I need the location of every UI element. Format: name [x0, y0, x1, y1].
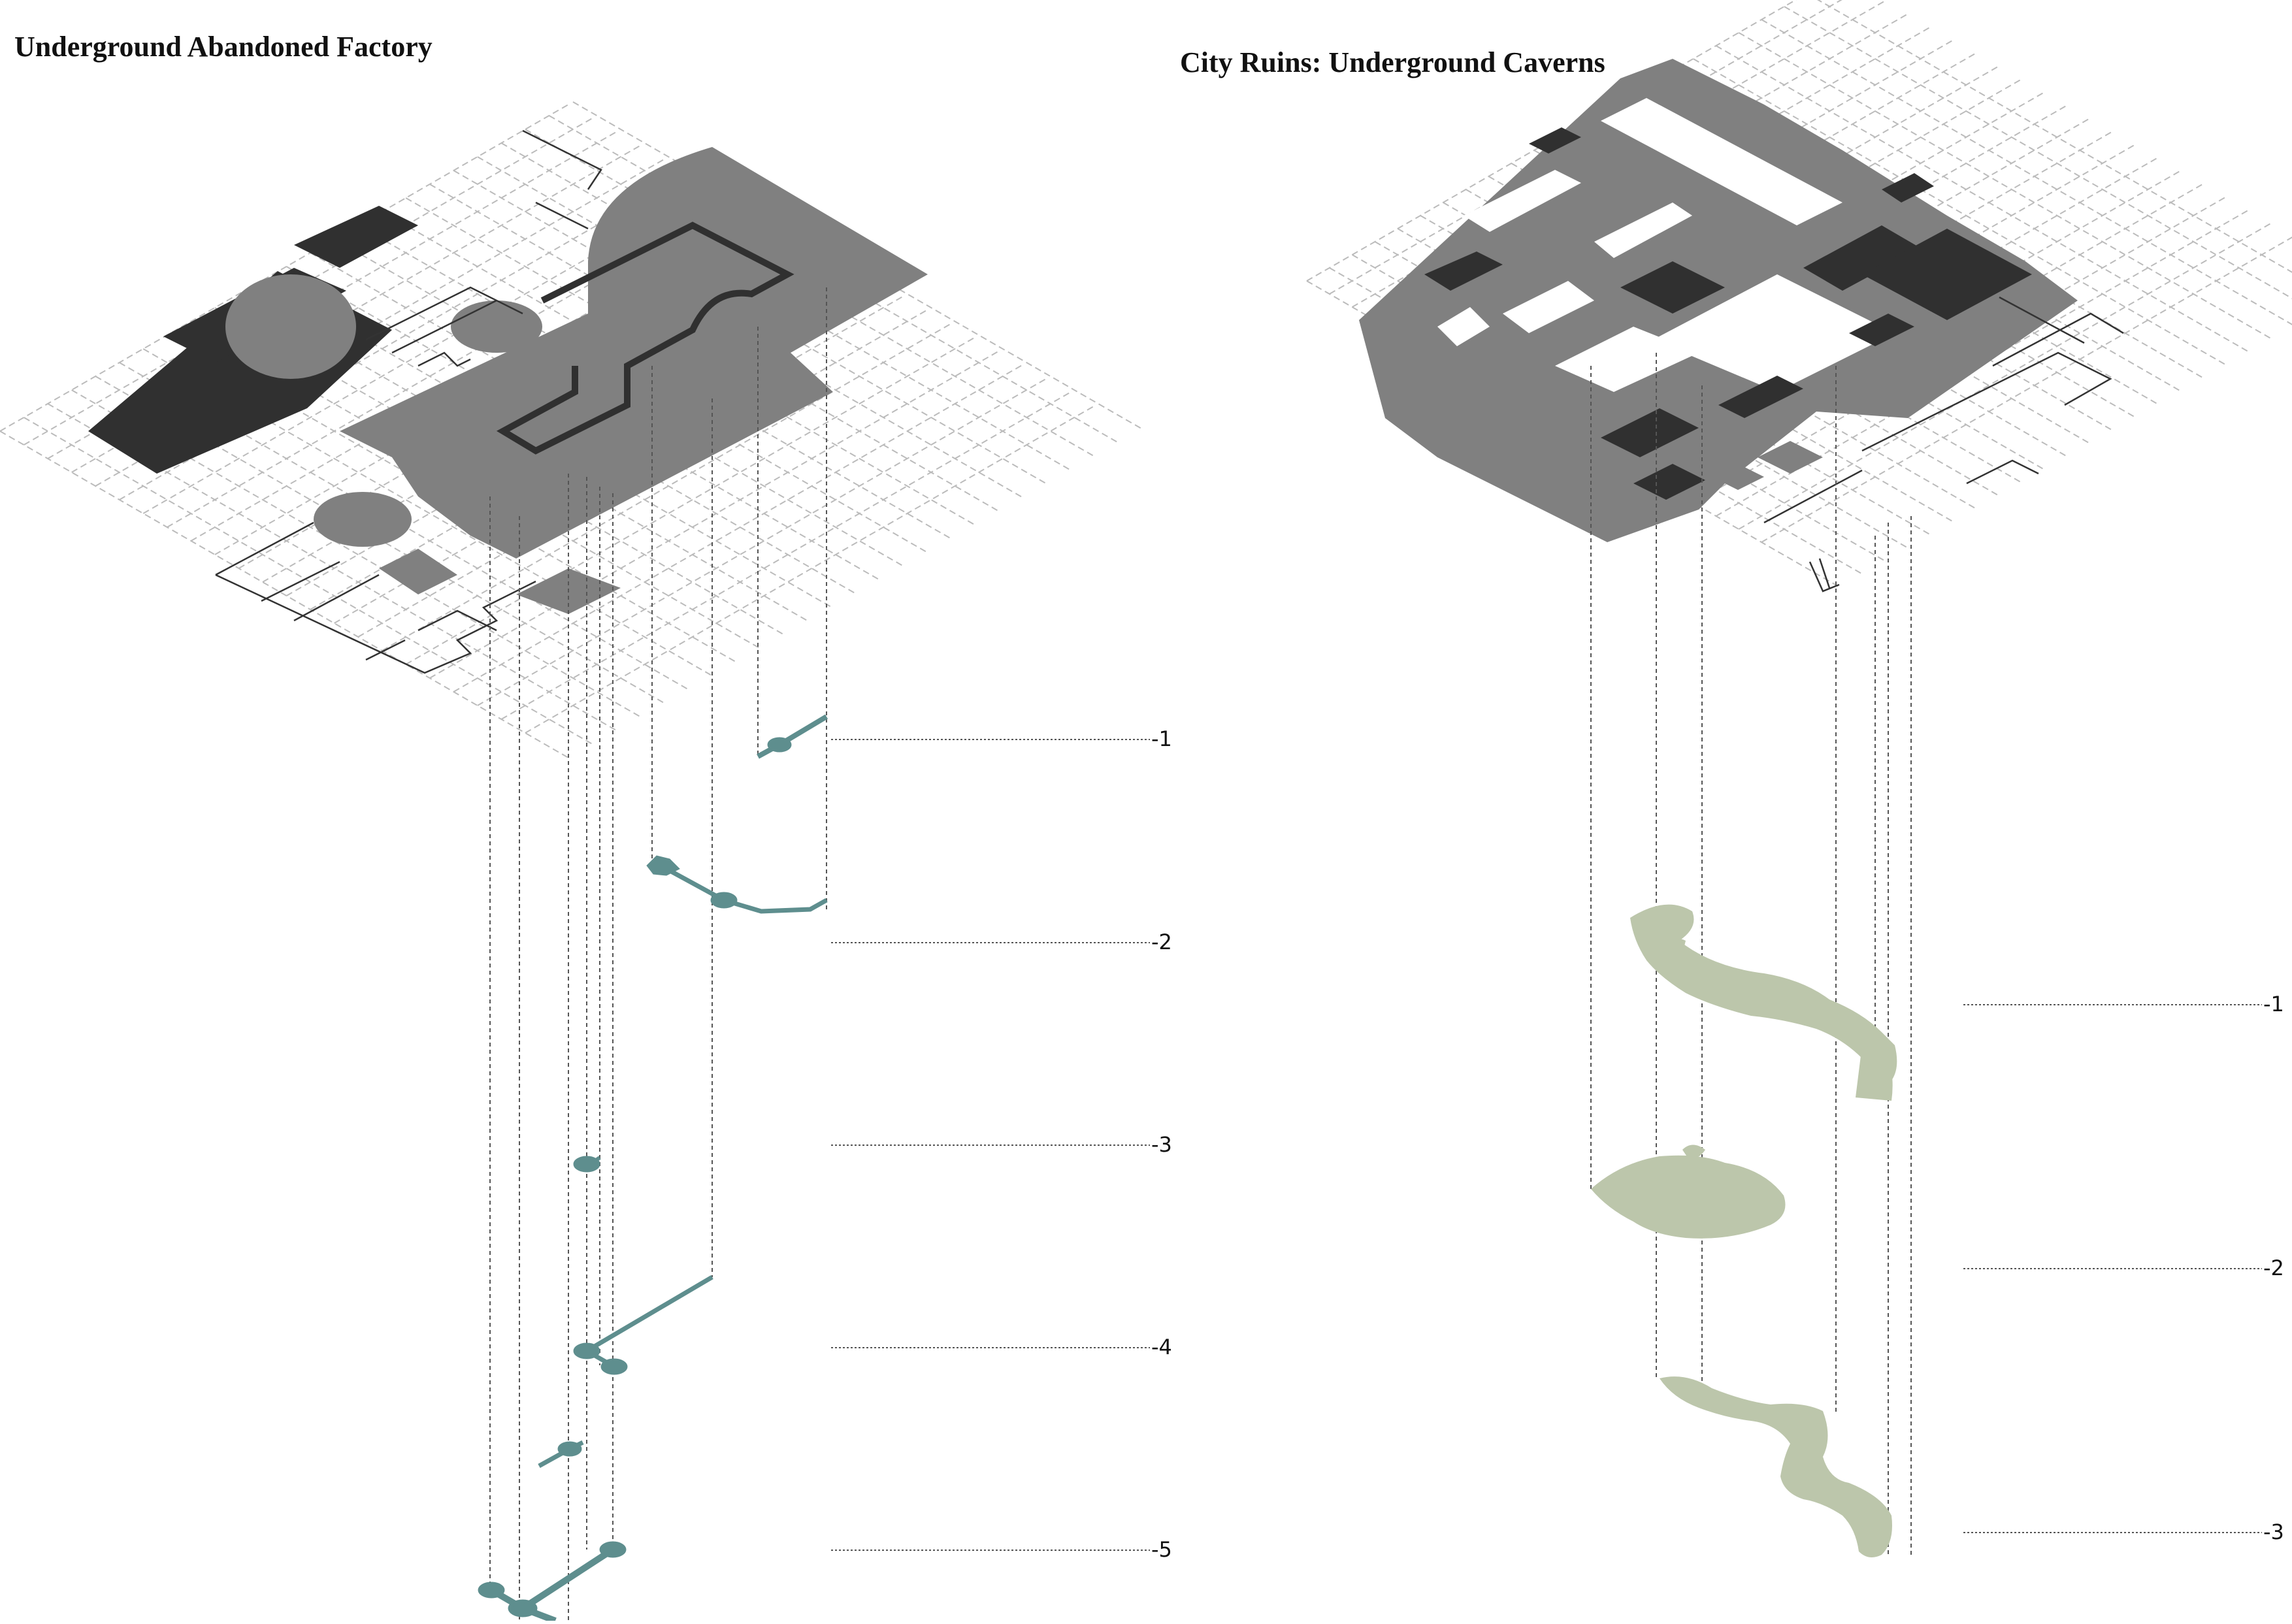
grid-line: [1738, 221, 2274, 530]
factory-plan: [0, 101, 1142, 758]
caverns-outline-plan: [1763, 296, 2124, 524]
factory-tunnels: [478, 714, 828, 1624]
factory-round-hall-west: [225, 274, 356, 379]
grid-line: [1761, 236, 2292, 543]
grid-line: [1715, 45, 2251, 353]
grid-line: [429, 351, 999, 679]
caverns-level-label: -2: [2263, 1256, 2284, 1280]
grid-line: [24, 417, 593, 745]
factory-outline-plan: [215, 521, 536, 674]
caverns-dark-buildings: [1424, 127, 2032, 500]
factory-level-label: -2: [1151, 930, 1172, 954]
cavern-level-3: [1660, 1376, 1892, 1557]
grid-line: [477, 378, 1047, 706]
caverns-title: City Ruins: Underground Caverns: [1180, 46, 1605, 78]
grid-line: [453, 365, 1023, 692]
caverns-streets: [1437, 98, 1895, 392]
grid-line: [1761, 19, 2292, 325]
tunnel-level-5: [478, 1541, 627, 1624]
factory-level-label: -4: [1151, 1335, 1172, 1359]
factory-round-hall-south: [314, 492, 412, 547]
caverns-level-label: -1: [2263, 992, 2284, 1016]
grid-line: [500, 392, 1070, 720]
factory-dark-block-top: [294, 206, 418, 268]
factory-round-hall-mid: [451, 300, 542, 353]
tunnel-level-2: [646, 855, 828, 914]
grid-line: [1784, 6, 2292, 299]
caverns-small-block-b: [1758, 441, 1823, 474]
grid-line: [525, 406, 1094, 734]
caverns-plan: [1306, 0, 2292, 593]
tunnel-level-4: [573, 1275, 713, 1375]
factory-level-label: -1: [1151, 726, 1172, 751]
caverns-level-markers: -1 -2 -3: [1963, 992, 2284, 1544]
factory-outline-plan-north: [365, 129, 602, 367]
grid-line: [0, 430, 569, 758]
grid-line: [1816, 0, 2292, 273]
caverns-small-block-a: [1712, 464, 1764, 490]
caverns-level-label: -3: [2263, 1519, 2284, 1544]
cavern-level-2: [1591, 1145, 1786, 1239]
grid-line: [382, 323, 951, 651]
tunnel-level-4b: [538, 1440, 584, 1469]
factory-level-markers: -1 -2 -3 -4 -5: [831, 726, 1172, 1562]
factory-projection-lines: [489, 287, 827, 1621]
factory-wall-outline: [496, 221, 794, 455]
tunnel-level-1: [757, 714, 828, 759]
tunnel-level-3: [573, 1156, 601, 1173]
grid-line: [1738, 32, 2274, 340]
factory-title: Underground Abandoned Factory: [14, 31, 433, 63]
caverns-stair-mark: [1809, 558, 1840, 593]
factory-level-label: -5: [1151, 1537, 1172, 1562]
caverns-shapes: [1591, 904, 1897, 1557]
caverns-projection-lines: [1590, 353, 1912, 1558]
factory-level-label: -3: [1151, 1132, 1172, 1157]
factory-annex-south: [379, 549, 457, 594]
grid-line: [1693, 58, 2228, 366]
factory-main-floor: [340, 147, 928, 559]
cavern-level-1: [1630, 904, 1897, 1084]
grid-line: [0, 104, 569, 432]
grid-line: [405, 337, 975, 665]
cavern-level-1-chamber: [1856, 1045, 1893, 1101]
